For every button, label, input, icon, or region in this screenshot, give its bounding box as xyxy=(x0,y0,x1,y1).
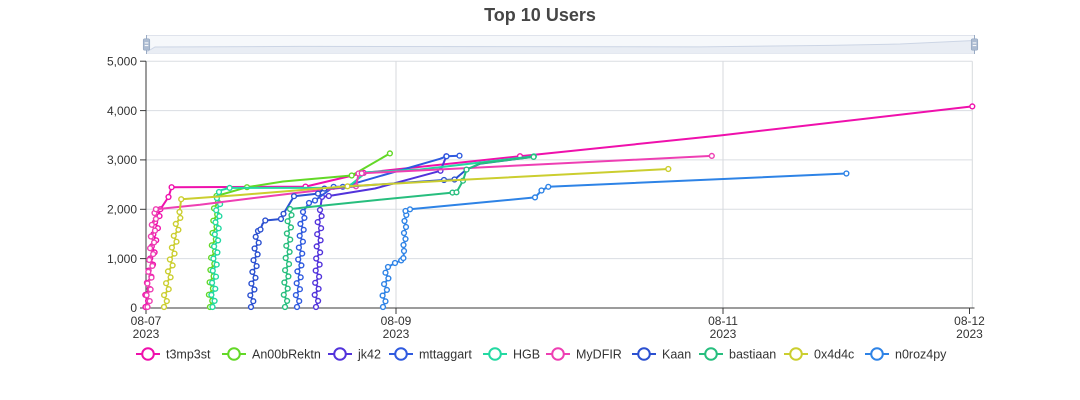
svg-text:Kaan: Kaan xyxy=(662,347,691,361)
svg-text:MyDFIR: MyDFIR xyxy=(576,347,622,361)
svg-text:08-09: 08-09 xyxy=(381,314,412,328)
svg-text:5,000: 5,000 xyxy=(107,55,137,69)
svg-text:0x4d4c: 0x4d4c xyxy=(814,347,854,361)
svg-text:0: 0 xyxy=(130,301,137,315)
svg-text:HGB: HGB xyxy=(513,347,540,361)
svg-text:mttaggart: mttaggart xyxy=(419,347,472,361)
svg-text:1,000: 1,000 xyxy=(107,252,137,266)
svg-text:t3mp3st: t3mp3st xyxy=(166,347,211,361)
svg-text:08-11: 08-11 xyxy=(708,314,738,328)
svg-text:Top 10 Users: Top 10 Users xyxy=(484,5,596,25)
svg-text:4,000: 4,000 xyxy=(107,104,137,118)
svg-text:2023: 2023 xyxy=(133,327,160,341)
svg-text:3,000: 3,000 xyxy=(107,153,137,167)
svg-text:2023: 2023 xyxy=(710,327,737,341)
svg-text:n0roz4py: n0roz4py xyxy=(895,347,947,361)
svg-text:08-12: 08-12 xyxy=(954,314,985,328)
svg-text:An00bRektn: An00bRektn xyxy=(252,347,321,361)
svg-text:2,000: 2,000 xyxy=(107,203,137,217)
svg-text:bastiaan: bastiaan xyxy=(729,347,776,361)
svg-text:2023: 2023 xyxy=(383,327,410,341)
svg-text:2023: 2023 xyxy=(956,327,983,341)
svg-text:jk42: jk42 xyxy=(357,347,381,361)
svg-text:08-07: 08-07 xyxy=(131,314,162,328)
